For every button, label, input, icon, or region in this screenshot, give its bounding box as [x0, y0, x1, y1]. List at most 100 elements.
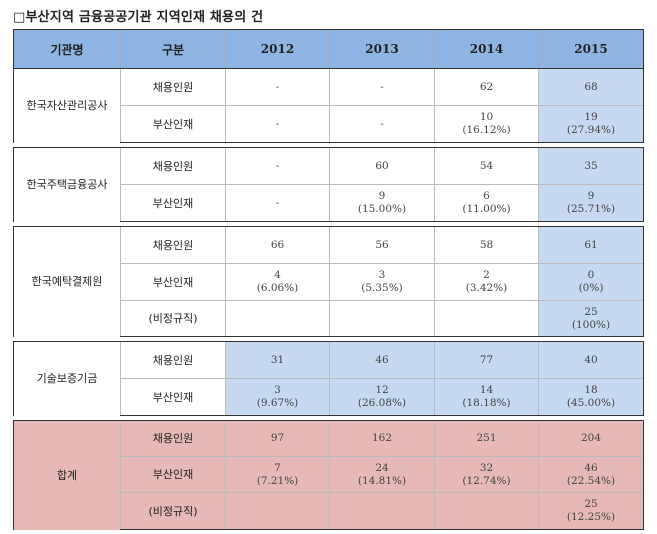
value-text: 68 [584, 80, 598, 93]
value-cell: 9 (25.71%) [538, 184, 644, 222]
table-row: 부산인재 - -10 (16.12%) 19 (27.94%) [14, 105, 644, 143]
value-text: 3 [274, 384, 281, 396]
header-2015: 2015 [538, 29, 644, 69]
recruitment-table: 기관명 구분 2012 2013 2014 2015 한국자산관리공사 채용인원 -… [13, 29, 644, 530]
value-cell: - [225, 147, 330, 185]
value-text: - [380, 117, 384, 130]
value-cell [434, 492, 539, 530]
category-cell: 채용인원 [120, 226, 226, 264]
org-name-cell: 한국예탁결제원 [13, 226, 121, 337]
category-cell: 부산인재 [120, 105, 226, 143]
value-text: 19 [584, 111, 598, 123]
header-kind: 구분 [120, 29, 226, 69]
category-cell: 채용인원 [120, 420, 226, 457]
percent-text: (9.67%) [256, 397, 299, 409]
value-text: 60 [375, 159, 389, 172]
value-cell: 62 [434, 68, 539, 106]
percent-text: (3.42%) [465, 282, 508, 294]
value-text: 9 [587, 190, 595, 202]
value-cell: 77 [434, 341, 539, 379]
value-text: 25 [584, 498, 598, 510]
value-cell: 204 [538, 420, 644, 457]
value-cell: - [225, 68, 330, 106]
value-text: 56 [375, 238, 389, 251]
table-row: (비정규직) 25 (100%) [14, 300, 644, 337]
value-cell: - [329, 68, 435, 106]
value-text: 10 [479, 111, 494, 123]
header-org: 기관명 [13, 29, 121, 69]
spacer-cell [13, 142, 644, 148]
table-row: 부산인재 4 (6.06%) 3 (5.35%) 2 (3.42%) 0 (0%) [14, 263, 644, 301]
value-cell: 7 (7.21%) [225, 456, 330, 493]
value-cell [225, 492, 330, 530]
category-cell: 부산인재 [120, 378, 226, 416]
header-2014: 2014 [434, 29, 539, 69]
value-text: 25 [584, 305, 598, 318]
value-cell: 54 [434, 147, 539, 185]
value-cell: 60 [329, 147, 435, 185]
percent-text: (0%) [578, 282, 604, 294]
percent-text: (16.12%) [462, 124, 511, 136]
percent-text: (12.74%) [462, 474, 511, 487]
percent-text: (11.00%) [462, 203, 511, 215]
percent-text: (26.08%) [357, 397, 407, 409]
percent-text: (5.35%) [361, 282, 403, 294]
value-cell: 66 [225, 226, 330, 264]
value-cell: 9 (15.00%) [329, 184, 435, 222]
value-cell: 12 (26.08%) [329, 378, 435, 416]
value-text: 77 [479, 353, 494, 366]
value-cell: 14 (18.18%) [434, 378, 539, 416]
category-cell: 채용인원 [120, 147, 226, 185]
table-row: 합계 채용인원 97 162 251 204 [13, 420, 644, 530]
value-cell: 40 [538, 341, 644, 379]
category-cell: 채용인원 [120, 341, 226, 379]
category-cell: 부산인재 [120, 263, 226, 301]
value-text: 62 [479, 80, 494, 93]
value-cell: 10 (16.12%) [434, 105, 539, 143]
value-text: 4 [274, 269, 281, 281]
value-cell: - [225, 184, 330, 222]
category-cell: (비정규직) [120, 300, 226, 337]
value-text: 32 [479, 461, 494, 474]
table-row: (비정규직) 25 (12.25%) [14, 492, 644, 530]
value-cell: 3 (9.67%) [225, 378, 330, 416]
value-text: 18 [584, 384, 598, 396]
value-text: 12 [375, 384, 389, 396]
value-text: 0 [587, 269, 595, 281]
value-cell: 56 [329, 226, 435, 264]
value-text: 58 [479, 238, 494, 251]
value-cell: 18 (45.00%) [538, 378, 644, 416]
value-cell [329, 300, 435, 337]
table-row: 기술보증기금 채용인원 31 46 77 40 [13, 341, 644, 416]
value-cell: 3 (5.35%) [329, 263, 435, 301]
value-text: 6 [483, 190, 490, 202]
value-text: 2 [483, 269, 490, 281]
value-cell: 61 [538, 226, 644, 264]
value-text: 251 [476, 432, 497, 444]
percent-text: (15.00%) [357, 203, 407, 215]
table-row: 부산인재 -9 (15.00%) 6 (11.00%) 9 (25.71%) [14, 184, 644, 222]
value-cell [434, 300, 539, 337]
document-title: □부산지역 금융공공기관 지역인재 채용의 건 [13, 10, 264, 25]
header-2013: 2013 [329, 29, 435, 69]
org-name-cell: 합계 [13, 420, 121, 530]
value-cell: 58 [434, 226, 539, 264]
table-row: 부산인재 7 (7.21%) 24 (14.81%) 32 (12.74%) 46 (22.54… [14, 456, 644, 493]
group-spacer [13, 336, 644, 342]
percent-text: (18.18%) [462, 397, 511, 409]
value-text: 40 [584, 353, 598, 366]
group-spacer [13, 221, 644, 227]
value-cell: 32 (12.74%) [434, 456, 539, 493]
spacer-cell [13, 221, 644, 227]
table-row: 부산인재 3 (9.67%) 12 (26.08%) 14 (18.18%) 18 (45.00… [14, 378, 644, 416]
value-cell: 162 [329, 420, 435, 457]
value-text: 66 [270, 238, 285, 251]
value-text: 3 [378, 269, 386, 281]
value-cell: 0 (0%) [538, 263, 644, 301]
value-cell: 31 [225, 341, 330, 379]
value-text: 24 [375, 461, 389, 474]
category-cell: 부산인재 [120, 184, 226, 222]
table-row: 한국자산관리공사 채용인원 - - 62 68 [13, 68, 644, 143]
percent-text: (45.00%) [566, 397, 616, 409]
value-cell: - [225, 105, 330, 143]
